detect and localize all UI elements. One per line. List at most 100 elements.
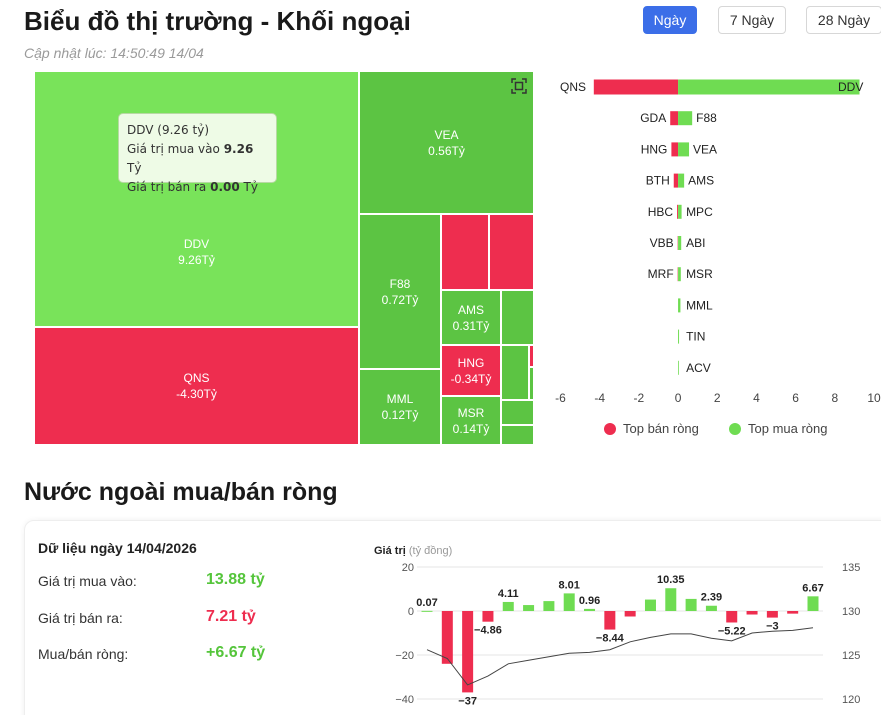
sell-bar[interactable] bbox=[670, 111, 679, 126]
bar-value-label: 6.67 bbox=[802, 582, 823, 594]
treemap-cell-value: -4.30Tỷ bbox=[176, 387, 217, 401]
net-bar[interactable] bbox=[502, 601, 514, 611]
buy-bar[interactable] bbox=[678, 267, 681, 282]
tooltip-sell-value: 0.00 bbox=[210, 180, 240, 194]
buy-bar[interactable] bbox=[678, 298, 681, 313]
net-bar[interactable] bbox=[584, 608, 596, 611]
bar-value-label: 0.07 bbox=[416, 597, 437, 609]
net-bar[interactable] bbox=[523, 605, 535, 611]
index-line bbox=[426, 627, 814, 686]
bar-value-label: 4.11 bbox=[498, 588, 519, 600]
tooltip-sell-label: Giá trị bán ra bbox=[127, 180, 207, 194]
legend-top-buy[interactable]: Top mua ròng bbox=[729, 421, 828, 436]
buy-code-label: AMS bbox=[688, 174, 714, 188]
sell-bar[interactable] bbox=[677, 204, 679, 219]
legend-buy-label: Top mua ròng bbox=[748, 421, 828, 436]
net-value-label: Mua/bán ròng: bbox=[38, 646, 129, 662]
buy-code-label: VEA bbox=[693, 142, 717, 156]
net-bar[interactable] bbox=[665, 588, 677, 611]
x-tick-label: 8 bbox=[831, 391, 838, 405]
sell-value: 7.21 tỷ bbox=[206, 608, 256, 625]
treemap-cell-ams[interactable]: AMS 0.31Tỷ bbox=[441, 290, 501, 345]
net-bar[interactable] bbox=[807, 596, 819, 611]
net-bar[interactable] bbox=[543, 601, 555, 611]
treemap-cell-value: 0.72Tỷ bbox=[381, 292, 419, 307]
treemap-cell-code: AMS bbox=[457, 302, 484, 317]
net-bar[interactable] bbox=[563, 593, 575, 611]
net-bar[interactable] bbox=[644, 599, 656, 611]
treemap-cell-code: HNG bbox=[457, 355, 485, 370]
buy-bar[interactable] bbox=[678, 236, 682, 250]
buy-code-label: ACV bbox=[686, 361, 711, 375]
buy-bar[interactable] bbox=[678, 329, 680, 344]
net-bar[interactable] bbox=[746, 611, 758, 615]
buy-bar[interactable] bbox=[678, 360, 679, 375]
net-bar[interactable] bbox=[462, 611, 474, 693]
tooltip-title: DDV (9.26 tỷ) bbox=[127, 123, 209, 137]
treemap-cell-hng[interactable]: HNG -0.34Tỷ bbox=[441, 345, 501, 396]
net-bar[interactable] bbox=[482, 611, 494, 622]
tooltip-buy-value: 9.26 bbox=[223, 142, 254, 156]
net-flow-chart: Giá trị (tỷ đồng) 20 0 −20 −40 135 130 125 120 0.… bbox=[374, 545, 860, 707]
buy-value: 13.88 tỷ bbox=[206, 571, 265, 588]
net-bar[interactable] bbox=[787, 611, 799, 614]
foreign-treemap: DDV 9.26Tỷ QNS -4.30Tỷ VEA 0.56Tỷ F88 0.… bbox=[34, 71, 534, 445]
sell-code-label: HNG bbox=[641, 142, 668, 156]
net-bar[interactable] bbox=[766, 611, 778, 618]
top-net-bar-chart: QNS DDV GDA F88 HNG VEA BTH AMS HBC MPC VBB ABI MRF M… bbox=[555, 79, 881, 405]
x-tick-label: -4 bbox=[594, 391, 605, 405]
treemap-cell-unlabeled[interactable] bbox=[529, 367, 534, 400]
sell-code-label: GDA bbox=[640, 111, 666, 125]
period-tab-7-days[interactable]: 7 Ngày bbox=[718, 6, 786, 34]
period-tab-28-days[interactable]: 28 Ngày bbox=[806, 6, 881, 34]
net-bar[interactable] bbox=[624, 611, 636, 617]
treemap-cell-msr[interactable]: MSR 0.14Tỷ bbox=[441, 396, 501, 445]
sell-code-label: MRF bbox=[648, 267, 674, 281]
treemap-cell-value: 0.56Tỷ bbox=[428, 143, 465, 158]
buy-code-label: DDV bbox=[838, 80, 863, 94]
buy-code-label: MSR bbox=[686, 267, 713, 281]
sell-bar[interactable] bbox=[593, 79, 679, 95]
buy-bar[interactable] bbox=[678, 111, 693, 126]
treemap-cell-mml[interactable]: MML 0.12Tỷ bbox=[359, 369, 441, 445]
sell-bar[interactable] bbox=[671, 142, 679, 157]
sell-code-label: QNS bbox=[560, 80, 586, 94]
buy-bar[interactable] bbox=[678, 173, 685, 188]
treemap-cell-unlabeled[interactable] bbox=[441, 214, 489, 290]
treemap-cell-f88[interactable]: F88 0.72Tỷ bbox=[359, 214, 441, 369]
net-bar[interactable] bbox=[604, 611, 616, 630]
treemap-cell-unlabeled[interactable] bbox=[501, 425, 534, 445]
treemap-cell-qns[interactable]: QNS -4.30Tỷ bbox=[34, 327, 359, 445]
buy-bar[interactable] bbox=[678, 79, 860, 95]
x-tick-label: -6 bbox=[555, 391, 566, 405]
tooltip-buy-row: Giá trị mua vào 9.26 Tỷ bbox=[127, 140, 268, 178]
treemap-cell-unlabeled[interactable] bbox=[489, 214, 534, 290]
treemap-cell-code: F88 bbox=[389, 276, 411, 291]
treemap-cell-unlabeled[interactable] bbox=[529, 345, 534, 367]
x-tick-label: 0 bbox=[675, 391, 682, 405]
treemap-cell-unlabeled[interactable] bbox=[501, 345, 529, 400]
treemap-cell-unlabeled[interactable] bbox=[501, 290, 534, 345]
net-bar[interactable] bbox=[421, 610, 433, 612]
tooltip-unit: Tỷ bbox=[127, 161, 142, 175]
net-bar[interactable] bbox=[726, 611, 738, 623]
treemap-cell-unlabeled[interactable] bbox=[501, 400, 534, 425]
period-tab-day[interactable]: Ngày bbox=[643, 6, 697, 34]
updated-timestamp: Cập nhật lúc: 14:50:49 14/04 bbox=[24, 45, 204, 61]
net-bar[interactable] bbox=[685, 598, 697, 611]
sell-bar[interactable] bbox=[673, 173, 679, 188]
treemap-cell-value: 9.26Tỷ bbox=[178, 252, 215, 267]
net-bar[interactable] bbox=[441, 611, 453, 664]
buy-bar[interactable] bbox=[678, 142, 690, 157]
treemap-tooltip: DDV (9.26 tỷ) Giá trị mua vào 9.26 Tỷ Gi… bbox=[118, 113, 277, 194]
legend-top-sell[interactable]: Top bán ròng bbox=[604, 421, 699, 436]
expand-icon[interactable] bbox=[511, 78, 527, 94]
buy-bar[interactable] bbox=[678, 204, 682, 219]
net-panel bbox=[24, 520, 881, 715]
treemap-cell-code: MML bbox=[386, 392, 414, 406]
net-bar[interactable] bbox=[705, 605, 717, 611]
x-tick-label: -2 bbox=[634, 391, 645, 405]
x-tick-label: 4 bbox=[753, 391, 760, 405]
treemap-cell-ddv[interactable]: DDV 9.26Tỷ bbox=[34, 71, 359, 327]
treemap-cell-vea[interactable]: VEA 0.56Tỷ bbox=[359, 71, 534, 214]
